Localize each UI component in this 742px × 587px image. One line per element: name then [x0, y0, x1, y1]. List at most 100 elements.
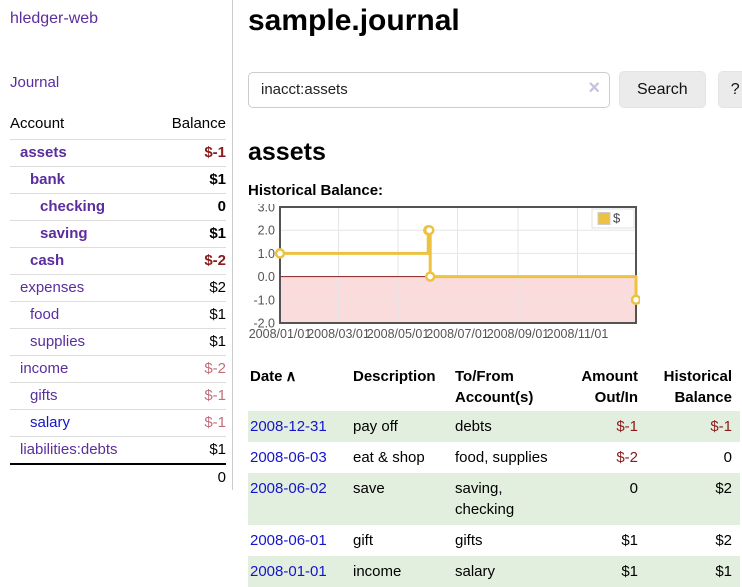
brand-link[interactable]: hledger-web [10, 10, 99, 27]
page-title: sample.journal [248, 4, 460, 37]
account-link-saving[interactable]: saving [40, 225, 88, 242]
x-tick-label: 2008/11/01 [547, 327, 609, 341]
account-row: supplies $1 [10, 328, 226, 356]
transaction-date-link[interactable]: 2008-06-02 [250, 480, 327, 497]
date-cell: 2008-12-31 [248, 411, 345, 442]
balance-cell: $2 [715, 532, 732, 549]
x-tick-label: 2008/01/01 [249, 327, 312, 341]
account-balance: $1 [153, 328, 226, 356]
account-row: food $1 [10, 301, 226, 329]
account-link-food[interactable]: food [30, 306, 60, 323]
account-name-cell: expenses [10, 274, 154, 302]
plot-border [279, 206, 637, 324]
y-tick-label: 1.0 [258, 247, 275, 261]
account-balance: $1 [153, 220, 226, 248]
register-row: 2008-06-02 save saving, checking 0 $2 [248, 473, 740, 525]
account-name-cell: salary [10, 409, 154, 437]
account-name-cell: checking [10, 193, 154, 221]
accounts-cell: debts [455, 418, 492, 435]
account-link-expenses[interactable]: expenses [20, 279, 85, 296]
data-point [274, 248, 286, 259]
transaction-date-link[interactable]: 2008-01-01 [250, 563, 327, 580]
register-row: 2008-01-01 income salary $1 $1 [248, 556, 740, 587]
description-cell: eat & shop [353, 449, 425, 466]
nav-journal-link[interactable]: Journal [10, 74, 60, 91]
date-cell: 2008-01-01 [248, 556, 345, 587]
x-tick-label: 2008/07/01 [426, 327, 489, 341]
account-balance: $1 [153, 301, 226, 329]
amount-cell: $-2 [616, 449, 638, 466]
accounts-header-row: Account Balance [10, 109, 226, 140]
account-row: gifts $-1 [10, 382, 226, 410]
search-button[interactable]: Search [619, 71, 706, 108]
y-tick-label: 0.0 [258, 270, 275, 284]
account-link-supplies[interactable]: supplies [30, 333, 86, 350]
account-balance: $-2 [153, 355, 226, 383]
account-balance: $-1 [153, 409, 226, 437]
account-name-cell: cash [10, 247, 154, 275]
account-row: assets $-1 [10, 139, 226, 167]
date-cell: 2008-06-03 [248, 442, 345, 473]
balance-cell: $2 [715, 480, 732, 497]
account-link-salary[interactable]: salary [30, 414, 71, 431]
x-tick-label: 2008/03/01 [307, 327, 370, 341]
accounts-cell: gifts [455, 532, 483, 549]
account-name-cell: income [10, 355, 154, 383]
sidebar: hledger-web Journal Account Balance asse… [0, 0, 233, 490]
accounts-table: Account Balance assets $-1 bank $1 checking 0… [10, 109, 226, 490]
amount-cell: 0 [629, 480, 638, 497]
sort-ascending-icon: ∧ [285, 368, 297, 385]
amount-cell: $1 [621, 563, 638, 580]
legend-label: $ [613, 211, 621, 226]
account-link-gifts[interactable]: gifts [30, 387, 58, 404]
y-tick-label: -1.0 [253, 293, 275, 307]
account-link-bank[interactable]: bank [30, 171, 66, 188]
description-cell: income [353, 563, 402, 580]
y-tick-label: -2.0 [253, 317, 275, 331]
date-cell: 2008-06-02 [248, 473, 345, 525]
transaction-date-link[interactable]: 2008-12-31 [250, 418, 327, 435]
x-tick-label: 2008/09/01 [487, 327, 550, 341]
clear-search-icon[interactable]: × [588, 76, 600, 99]
register-header-balance: Historical Balance [663, 368, 732, 406]
search-input[interactable] [248, 71, 610, 108]
account-link-cash[interactable]: cash [30, 252, 65, 269]
account-link-income[interactable]: income [20, 360, 69, 377]
accounts-total-balance: 0 [153, 463, 226, 490]
account-balance: $-1 [153, 139, 226, 167]
accounts-total-row: 0 [10, 463, 226, 490]
account-link-liabilities-debts[interactable]: liabilities:debts [20, 441, 118, 458]
x-tick-label: 2008/05/01 [367, 327, 430, 341]
legend-swatch-icon [597, 212, 611, 225]
transaction-date-link[interactable]: 2008-06-03 [250, 449, 327, 466]
y-tick-label: 2.0 [258, 224, 275, 238]
account-balance: $2 [153, 274, 226, 302]
accounts-header-account: Account [10, 109, 154, 140]
account-link-checking[interactable]: checking [40, 198, 106, 215]
help-button[interactable]: ? [717, 71, 742, 108]
account-row: bank $1 [10, 166, 226, 194]
accounts-cell: salary [455, 563, 496, 580]
register-header-row: Date ∧ Description To/From Account(s) Amo… [248, 363, 740, 411]
accounts-header-balance: Balance [153, 109, 226, 140]
account-balance: $1 [153, 166, 226, 194]
chart-canvas: 3.0 2.0 1.0 0.0 -1.0 -2.02008/01/012008/03/01… [249, 201, 642, 341]
transaction-date-link[interactable]: 2008-06-01 [250, 532, 327, 549]
account-name-cell: bank [10, 166, 154, 194]
account-row: cash $-2 [10, 247, 226, 275]
register-row: 2008-06-03 eat & shop food, supplies $-2 0 [248, 442, 740, 473]
chart-section-label: Historical Balance: [248, 182, 384, 199]
account-row: liabilities:debts $1 [10, 437, 226, 465]
amount-cell: $1 [621, 532, 638, 549]
account-name-cell: supplies [10, 328, 154, 356]
accounts-cell: saving, checking [455, 480, 515, 518]
amount-cell: $-1 [616, 418, 638, 435]
search-input-wrap: × [248, 71, 610, 108]
description-cell: pay off [353, 418, 398, 435]
account-link-assets[interactable]: assets [20, 144, 67, 161]
account-balance: $-2 [153, 247, 226, 275]
account-name-cell: liabilities:debts [10, 437, 154, 465]
account-name-cell: food [10, 301, 154, 329]
account-balance: $-1 [153, 382, 226, 410]
